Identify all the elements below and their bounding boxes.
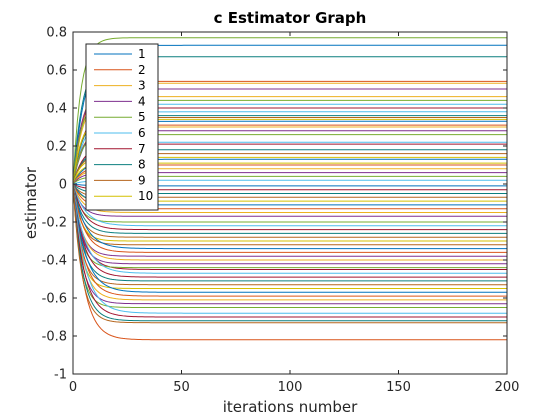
series-line-2 xyxy=(72,183,507,341)
y-tick-label: -0.4 xyxy=(42,254,67,269)
x-tick-label: 200 xyxy=(495,380,520,395)
x-tick-label: 0 xyxy=(69,380,77,395)
series-line-52 xyxy=(72,183,507,253)
series-line-59 xyxy=(72,183,507,286)
series-line-55 xyxy=(72,183,507,269)
series-line-56 xyxy=(72,183,507,274)
series-line-65 xyxy=(72,183,507,308)
legend-label: 1 xyxy=(138,47,146,61)
y-tick-label: -0.2 xyxy=(42,216,67,231)
series-line-68 xyxy=(72,183,507,322)
legend-label: 10 xyxy=(138,189,153,203)
legend-label: 5 xyxy=(138,110,146,124)
series-line-61 xyxy=(72,183,507,293)
series-line-45 xyxy=(72,183,507,223)
chart-title: c Estimator Graph xyxy=(214,9,367,27)
y-tick-label: 0.8 xyxy=(46,26,67,41)
y-tick-label: 0.2 xyxy=(46,140,67,155)
legend-label: 8 xyxy=(138,158,146,172)
axis-ticks: 0 50 100 150 200 -1 -0.8 -0.6 -0.4 -0.2 0 0.2 0.4 0.6… xyxy=(42,26,520,396)
series-line-66 xyxy=(72,183,507,314)
series-line-57 xyxy=(72,183,507,278)
y-tick-label: 0 xyxy=(59,178,67,193)
series-line-47 xyxy=(72,183,507,231)
series-line-53 xyxy=(72,183,507,261)
series-line-46 xyxy=(72,183,507,227)
legend-label: 9 xyxy=(138,173,146,187)
y-tick-label: 0.4 xyxy=(46,102,67,117)
series-line-7 xyxy=(72,183,507,270)
series-line-69 xyxy=(72,183,507,324)
legend-label: 4 xyxy=(138,94,146,108)
legend-label: 7 xyxy=(138,142,146,156)
y-axis-label: estimator xyxy=(22,166,40,239)
series-line-62 xyxy=(72,183,507,297)
y-tick-label: 0.6 xyxy=(46,64,67,79)
x-axis-label: iterations number xyxy=(223,398,358,416)
series-line-48 xyxy=(72,183,507,234)
series-line-50 xyxy=(72,183,507,242)
series-line-54 xyxy=(72,183,507,265)
series-line-49 xyxy=(72,183,507,238)
series-line-64 xyxy=(72,183,507,305)
series-line-63 xyxy=(72,183,507,301)
series-line-60 xyxy=(72,183,507,289)
x-tick-label: 100 xyxy=(278,380,303,395)
series-line-58 xyxy=(72,183,507,282)
legend-label: 3 xyxy=(138,79,146,93)
legend-box xyxy=(85,43,159,211)
x-tick-label: 50 xyxy=(173,380,190,395)
x-tick-label: 150 xyxy=(386,380,411,395)
y-tick-label: -1 xyxy=(54,368,67,383)
series-line-51 xyxy=(72,183,507,250)
series-line-43 xyxy=(72,183,507,213)
series-line-44 xyxy=(72,183,507,217)
y-tick-label: -0.6 xyxy=(42,292,67,307)
legend-label: 2 xyxy=(138,63,146,77)
series-line-4 xyxy=(72,183,507,257)
legend: 1 2 34 5 6 7 89 10 xyxy=(85,43,159,211)
y-tick-label: -0.8 xyxy=(42,330,67,345)
series-line-67 xyxy=(72,183,507,318)
series-line-5 xyxy=(72,37,507,185)
series-line-9 xyxy=(72,183,507,246)
legend-label: 6 xyxy=(138,126,146,140)
